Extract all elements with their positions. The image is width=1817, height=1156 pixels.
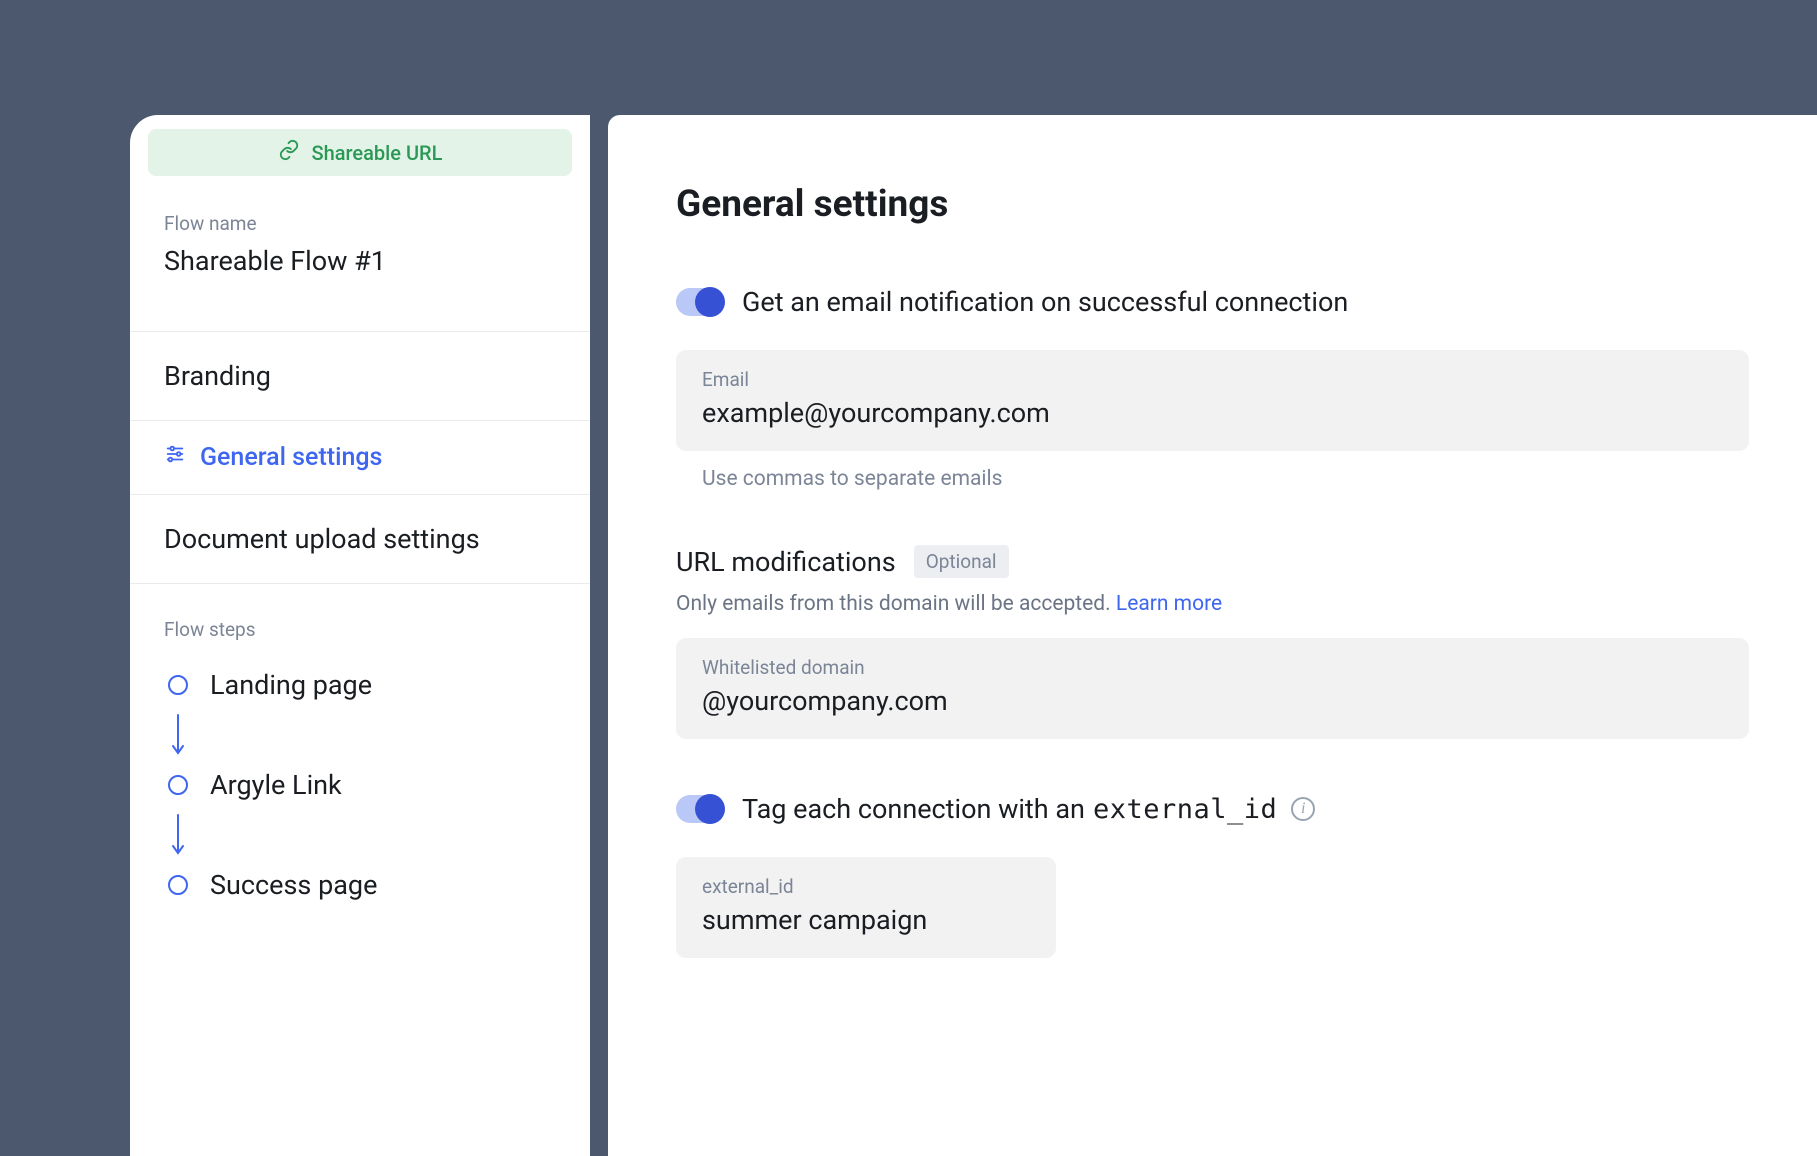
- external-id-code: external_id: [1093, 794, 1277, 825]
- learn-more-link[interactable]: Learn more: [1116, 592, 1222, 616]
- email-notification-toggle-row: Get an email notification on successful …: [676, 286, 1749, 318]
- viewport: Shareable URL Flow name Shareable Flow #…: [0, 0, 1817, 1156]
- email-field-value: example@yourcompany.com: [702, 397, 1723, 429]
- info-icon[interactable]: i: [1291, 797, 1315, 821]
- external-id-field[interactable]: external_id summer campaign: [676, 857, 1056, 958]
- flow-steps-list: Landing page Argyle Link: [164, 651, 556, 909]
- email-notification-section: Get an email notification on successful …: [676, 286, 1749, 491]
- email-field[interactable]: Email example@yourcompany.com: [676, 350, 1749, 451]
- nav-general-settings-label: General settings: [200, 443, 382, 472]
- external-id-toggle[interactable]: [676, 795, 724, 823]
- nav-general-settings[interactable]: General settings: [130, 421, 590, 495]
- flow-step-argyle-link[interactable]: Argyle Link: [164, 761, 556, 809]
- nav-document-upload[interactable]: Document upload settings: [130, 495, 590, 584]
- flow-steps-label: Flow steps: [164, 618, 556, 641]
- flow-step-label: Landing page: [210, 669, 372, 701]
- sidebar: Shareable URL Flow name Shareable Flow #…: [130, 115, 590, 1156]
- flow-step-success[interactable]: Success page: [164, 861, 556, 909]
- step-circle-icon: [168, 875, 188, 895]
- optional-badge: Optional: [914, 545, 1009, 578]
- external-id-label-prefix: Tag each connection with an: [742, 793, 1085, 825]
- app-window: Shareable URL Flow name Shareable Flow #…: [130, 115, 1817, 1156]
- url-modifications-desc-text: Only emails from this domain will be acc…: [676, 592, 1116, 616]
- nav-branding-label: Branding: [164, 360, 271, 392]
- flow-step-label: Success page: [210, 869, 377, 901]
- whitelisted-domain-field[interactable]: Whitelisted domain @yourcompany.com: [676, 638, 1749, 739]
- external-id-field-label: external_id: [702, 875, 1030, 898]
- settings-sliders-icon: [164, 443, 186, 472]
- main-panel: General settings Get an email notificati…: [608, 115, 1817, 1156]
- link-icon: [278, 139, 300, 166]
- nav-document-upload-label: Document upload settings: [164, 523, 480, 555]
- whitelisted-domain-label: Whitelisted domain: [702, 656, 1723, 679]
- step-circle-icon: [168, 775, 188, 795]
- external-id-toggle-label: Tag each connection with an external_id …: [742, 793, 1315, 825]
- flow-step-landing[interactable]: Landing page: [164, 661, 556, 709]
- step-connector-icon: [164, 809, 192, 861]
- settings-nav: Branding General settings Document uploa…: [130, 331, 590, 584]
- step-connector-icon: [164, 709, 192, 761]
- url-modifications-header: URL modifications Optional: [676, 545, 1749, 578]
- email-notification-toggle[interactable]: [676, 288, 724, 316]
- external-id-field-value: summer campaign: [702, 904, 1030, 936]
- url-modifications-description: Only emails from this domain will be acc…: [676, 592, 1749, 616]
- flow-step-label: Argyle Link: [210, 769, 342, 801]
- nav-branding[interactable]: Branding: [130, 332, 590, 421]
- flow-name-block: Flow name Shareable Flow #1: [130, 186, 590, 331]
- flow-name-label: Flow name: [164, 212, 556, 235]
- external-id-toggle-row: Tag each connection with an external_id …: [676, 793, 1749, 825]
- shareable-url-label: Shareable URL: [312, 141, 443, 165]
- email-field-label: Email: [702, 368, 1723, 391]
- flow-steps-section: Flow steps Landing page Argyle Link: [130, 584, 590, 909]
- email-helper-text: Use commas to separate emails: [702, 467, 1749, 491]
- whitelisted-domain-value: @yourcompany.com: [702, 685, 1723, 717]
- email-notification-toggle-label: Get an email notification on successful …: [742, 286, 1348, 318]
- flow-name-value[interactable]: Shareable Flow #1: [164, 245, 556, 277]
- step-circle-icon: [168, 675, 188, 695]
- external-id-section: Tag each connection with an external_id …: [676, 793, 1749, 958]
- url-modifications-section: URL modifications Optional Only emails f…: [676, 545, 1749, 739]
- page-title: General settings: [676, 183, 1749, 226]
- url-modifications-title: URL modifications: [676, 546, 896, 578]
- shareable-url-badge[interactable]: Shareable URL: [148, 129, 572, 176]
